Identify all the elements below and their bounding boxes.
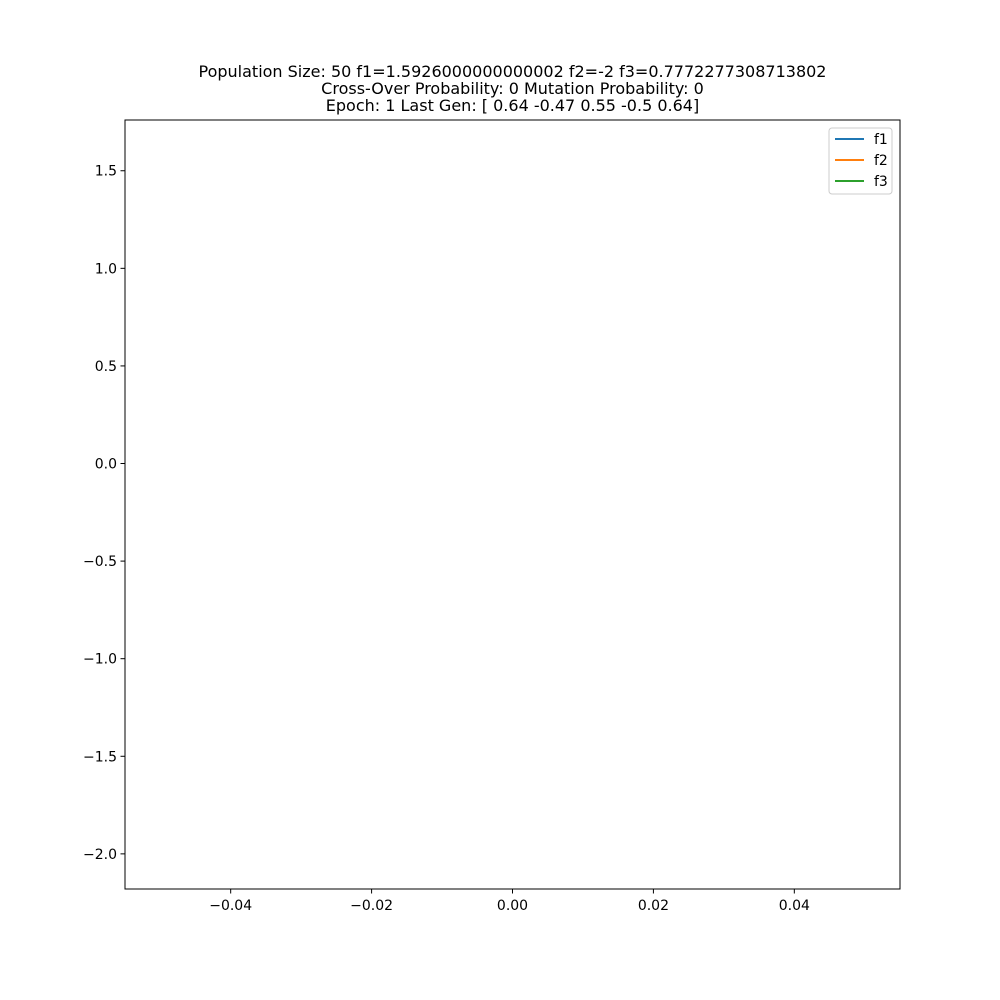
legend-label-f2: f2 bbox=[874, 153, 888, 169]
legend-label-f1: f1 bbox=[874, 132, 888, 148]
y-tick-label: −1.5 bbox=[83, 749, 117, 765]
y-axis: 1.5 1.0 0.5 0.0 −0.5 −1.0 −1.5 −2.0 bbox=[83, 164, 125, 863]
y-tick-label: −2.0 bbox=[83, 847, 117, 863]
x-tick-label: 0.02 bbox=[638, 898, 669, 914]
y-tick-label: −0.5 bbox=[83, 554, 117, 570]
plot-area-frame bbox=[124, 119, 901, 890]
x-tick-label: 0.00 bbox=[497, 898, 528, 914]
x-tick-label: −0.02 bbox=[350, 898, 393, 914]
chart-title: Population Size: 50 f1=1.592600000000000… bbox=[199, 62, 827, 115]
y-tick-label: −1.0 bbox=[83, 652, 117, 668]
x-tick-label: −0.04 bbox=[209, 898, 252, 914]
y-tick-label: 1.0 bbox=[95, 261, 117, 277]
x-tick-label: 0.04 bbox=[779, 898, 810, 914]
legend-label-f3: f3 bbox=[874, 174, 888, 190]
y-tick-label: 0.0 bbox=[95, 457, 117, 473]
y-tick-label: 0.5 bbox=[95, 359, 117, 375]
legend: f1 f2 f3 bbox=[828, 127, 893, 195]
x-axis: −0.04 −0.02 0.00 0.02 0.04 bbox=[209, 889, 810, 914]
title-line-1: Population Size: 50 f1=1.592600000000000… bbox=[199, 62, 827, 81]
title-line-3: Epoch: 1 Last Gen: [ 0.64 -0.47 0.55 -0.… bbox=[326, 96, 699, 115]
y-tick-label: 1.5 bbox=[95, 164, 117, 180]
title-line-2: Cross-Over Probability: 0 Mutation Proba… bbox=[321, 79, 704, 98]
